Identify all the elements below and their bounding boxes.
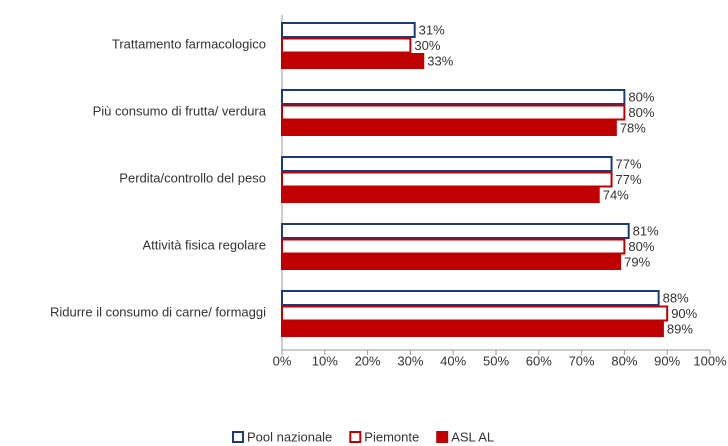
x-tick-label: 30% (397, 353, 423, 368)
bar (281, 53, 425, 69)
value-label: 77% (616, 156, 642, 171)
bar (281, 22, 416, 38)
x-tick-label: 80% (611, 353, 637, 368)
value-label: 80% (628, 89, 654, 104)
value-label: 77% (616, 172, 642, 187)
x-tick-label: 90% (654, 353, 680, 368)
value-label: 31% (419, 22, 445, 37)
value-label: 78% (620, 120, 646, 135)
bar (281, 89, 626, 105)
bar (281, 171, 613, 188)
bar (281, 290, 660, 306)
bar (281, 254, 622, 270)
legend-swatch (232, 431, 244, 443)
bar (281, 187, 600, 203)
x-tick-label: 40% (440, 353, 466, 368)
x-tick-label: 60% (526, 353, 552, 368)
x-tick-label: 10% (312, 353, 338, 368)
x-tick-label: 50% (483, 353, 509, 368)
y-tick-label: Attività fisica regolare (142, 238, 266, 253)
value-label: 90% (671, 306, 697, 321)
value-label: 89% (667, 321, 693, 336)
legend-label: Piemonte (364, 429, 419, 444)
value-label: 80% (628, 105, 654, 120)
y-tick-label: Più consumo di frutta/ verdura (93, 104, 267, 119)
legend-swatch (349, 431, 362, 443)
legend-swatch (436, 431, 449, 443)
bar (281, 156, 613, 172)
value-label: 33% (427, 53, 453, 68)
y-tick-label: Trattamento farmacologico (112, 37, 266, 52)
value-label: 79% (624, 254, 650, 269)
bar (281, 238, 626, 255)
bar (281, 223, 630, 239)
x-tick-label: 70% (569, 353, 595, 368)
x-tick-label: 0% (273, 353, 292, 368)
bar (281, 120, 617, 136)
x-tick-label: 100% (693, 353, 727, 368)
bar (281, 104, 626, 121)
bar (281, 37, 412, 54)
value-label: 88% (663, 290, 689, 305)
value-label: 30% (414, 38, 440, 53)
value-label: 80% (628, 239, 654, 254)
value-label: 74% (603, 187, 629, 202)
x-tick-label: 20% (355, 353, 381, 368)
y-tick-label: Ridurre il consumo di carne/ formaggi (50, 305, 266, 320)
bar (281, 305, 669, 322)
bar (281, 321, 664, 337)
y-tick-label: Perdita/controllo del peso (119, 171, 266, 186)
value-label: 81% (633, 223, 659, 238)
legend-label: ASL AL (451, 429, 494, 444)
legend-label: Pool nazionale (247, 429, 332, 444)
